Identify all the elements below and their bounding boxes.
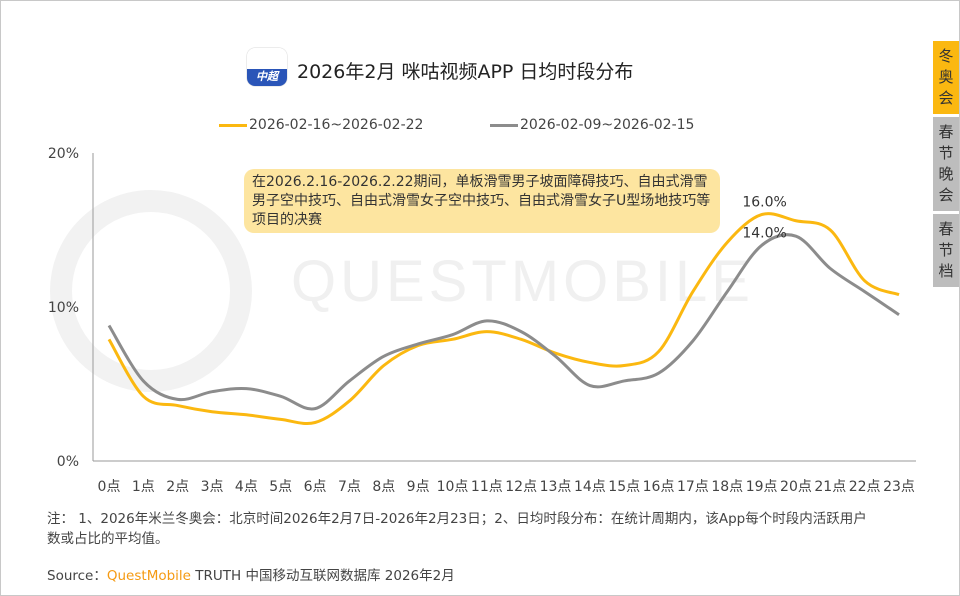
x-tick-label: 22点 — [849, 479, 881, 495]
y-tick-label: 10% — [48, 300, 79, 316]
series-line-1 — [107, 233, 900, 411]
x-tick-label: 4点 — [235, 479, 258, 495]
x-tick-label: 2点 — [166, 479, 189, 495]
migu-logo: 中超 — [247, 48, 287, 86]
logo-text: 中超 — [256, 70, 278, 83]
x-tick-label: 14点 — [574, 479, 606, 495]
source-prefix: Source： — [47, 568, 107, 584]
legend-item-previous: 2026-02-09~2026-02-15 — [490, 117, 694, 133]
legend-swatch — [219, 123, 247, 127]
legend-swatch — [490, 123, 518, 127]
watermark-logo — [50, 190, 252, 392]
x-tick-label: 7点 — [338, 479, 361, 495]
data-label: 14.0% — [742, 225, 786, 241]
x-tick-label: 13点 — [540, 479, 572, 495]
series-line-0 — [107, 212, 900, 425]
x-tick-label: 11点 — [471, 479, 503, 495]
tab-spring-gala[interactable]: 春节晚会 — [933, 117, 959, 211]
watermark: QUESTMOBILE — [291, 249, 754, 314]
source-line: Source：QuestMobile TRUTH 中国移动互联网数据库 2026… — [47, 564, 455, 584]
legend-item-current: 2026-02-16~2026-02-22 — [219, 117, 423, 133]
data-label: 16.0% — [742, 195, 786, 211]
footnote: 注： 1、2026年米兰冬奥会：北京时间2026年2月7日-2026年2月23日… — [47, 511, 867, 547]
x-tick-label: 12点 — [505, 479, 537, 495]
x-tick-label: 19点 — [746, 479, 778, 495]
x-tick-label: 21点 — [814, 479, 846, 495]
y-tick-label: 20% — [48, 146, 79, 162]
x-tick-label: 3点 — [201, 479, 224, 495]
chart-title: 2026年2月 咪咕视频APP 日均时段分布 — [297, 61, 634, 83]
legend-label: 2026-02-09~2026-02-15 — [520, 117, 695, 133]
source-brand: QuestMobile — [106, 568, 191, 584]
legend-label: 2026-02-16~2026-02-22 — [249, 117, 424, 133]
x-tick-label: 23点 — [883, 479, 915, 495]
x-tick-label: 15点 — [608, 479, 640, 495]
x-tick-label: 10点 — [437, 479, 469, 495]
tab-spring-festival-movies[interactable]: 春节档 — [933, 214, 959, 287]
side-tabs: 冬奥会 春节晚会 春节档 — [933, 41, 959, 290]
x-tick-label: 0点 — [98, 479, 121, 495]
x-tick-label: 6点 — [304, 479, 327, 495]
y-tick-label: 0% — [57, 454, 79, 470]
source-text: TRUTH 中国移动互联网数据库 2026年2月 — [190, 568, 455, 584]
x-tick-label: 8点 — [372, 479, 395, 495]
tab-winter-olympics[interactable]: 冬奥会 — [933, 41, 959, 114]
x-tick-label: 1点 — [132, 479, 155, 495]
x-tick-label: 18点 — [711, 479, 743, 495]
x-tick-label: 17点 — [677, 479, 709, 495]
x-tick-label: 20点 — [780, 479, 812, 495]
x-tick-label: 9点 — [407, 479, 430, 495]
annotation-box: 在2026.2.16-2026.2.22期间，单板滑雪男子坡面障碍技巧、自由式滑… — [244, 169, 720, 233]
x-tick-label: 5点 — [269, 479, 292, 495]
x-tick-label: 16点 — [643, 479, 675, 495]
